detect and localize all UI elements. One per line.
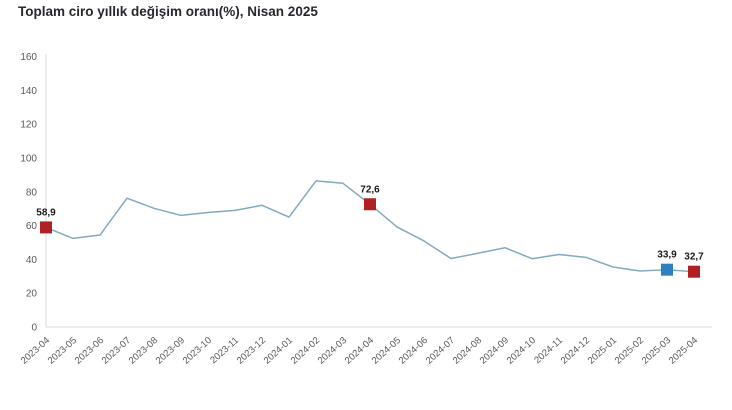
y-axis-tick-label: 20 xyxy=(26,289,38,300)
y-axis-tick-label: 160 xyxy=(20,52,37,63)
x-axis-tick-label: 2023-10 xyxy=(181,335,214,367)
y-axis-tick-label: 80 xyxy=(26,187,38,198)
data-point-label: 33,9 xyxy=(657,250,677,261)
x-axis-tick-label: 2025-02 xyxy=(613,335,646,367)
x-axis-tick-label: 2023-07 xyxy=(100,335,133,367)
x-axis-tick-label: 2024-05 xyxy=(370,335,403,367)
x-axis-tick-label: 2024-12 xyxy=(559,335,592,367)
y-axis-tick-label: 100 xyxy=(20,153,37,164)
y-axis-tick-label: 60 xyxy=(26,221,38,232)
x-axis-tick-label: 2025-04 xyxy=(667,335,700,367)
x-axis-tick-label: 2024-04 xyxy=(343,335,376,367)
data-point-label: 72,6 xyxy=(360,184,380,195)
data-point-label: 32,7 xyxy=(684,252,704,263)
data-point-marker xyxy=(40,221,52,234)
x-axis-tick-label: 2024-07 xyxy=(424,335,457,367)
x-axis-tick-label: 2024-06 xyxy=(397,335,430,367)
x-axis-tick-label: 2023-09 xyxy=(154,335,187,367)
data-point-label: 58,9 xyxy=(36,207,56,218)
x-axis-tick-label: 2023-12 xyxy=(235,335,268,367)
x-axis-tick-label: 2024-03 xyxy=(316,335,349,367)
x-axis-tick-label: 2024-02 xyxy=(289,335,322,367)
data-point-marker xyxy=(364,198,376,211)
x-axis-tick-label: 2023-04 xyxy=(19,335,52,367)
x-axis-tick-label: 2025-01 xyxy=(586,335,619,367)
x-axis-tick-label: 2024-11 xyxy=(532,335,565,366)
x-axis-tick-label: 2023-08 xyxy=(127,335,160,367)
x-axis-tick-label: 2024-01 xyxy=(262,335,295,367)
x-axis-tick-label: 2023-05 xyxy=(46,335,79,367)
chart-title: Toplam ciro yıllık değişim oranı(%), Nis… xyxy=(18,4,318,19)
x-axis-tick-label: 2024-10 xyxy=(505,335,538,367)
y-axis-tick-label: 140 xyxy=(20,86,37,97)
y-axis-tick-label: 0 xyxy=(31,323,37,334)
data-point-marker xyxy=(661,263,673,276)
x-axis-tick-label: 2025-03 xyxy=(640,335,673,367)
x-axis-tick-label: 2023-06 xyxy=(73,335,106,367)
x-axis-tick-label: 2023-11 xyxy=(208,335,241,366)
x-axis-tick-label: 2024-08 xyxy=(451,335,484,367)
x-axis-tick-label: 2024-09 xyxy=(478,335,511,367)
y-axis-tick-label: 120 xyxy=(20,120,37,131)
y-axis-tick-label: 40 xyxy=(26,255,38,266)
data-point-marker xyxy=(688,265,700,278)
